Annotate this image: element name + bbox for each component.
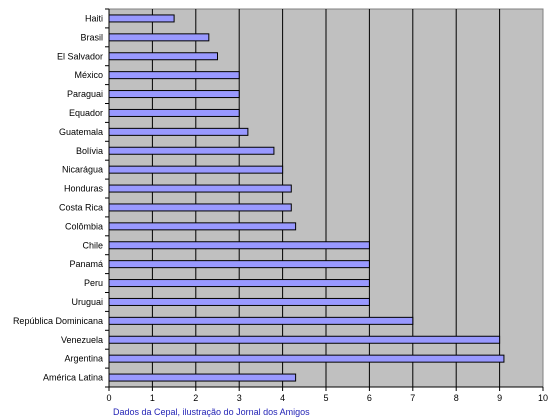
bar xyxy=(108,33,210,42)
x-tick-label: 10 xyxy=(538,393,548,403)
category-label: Haiti xyxy=(85,13,103,23)
bar xyxy=(108,297,370,306)
bar xyxy=(108,373,297,382)
bar xyxy=(108,279,370,288)
bar xyxy=(108,108,240,117)
bar xyxy=(108,316,414,325)
bar xyxy=(108,203,292,212)
bar xyxy=(108,184,292,193)
x-tick-label: 5 xyxy=(323,393,328,403)
bars xyxy=(108,14,505,382)
x-tick-label: 3 xyxy=(237,393,242,403)
bar xyxy=(108,335,501,344)
bar xyxy=(108,165,284,174)
category-label: México xyxy=(74,70,103,80)
category-label: Uruguai xyxy=(71,297,103,307)
category-label: Costa Rica xyxy=(59,202,103,212)
bar xyxy=(108,354,505,363)
source-note: Dados da Cepal, ilustração do Jornal dos… xyxy=(113,407,310,417)
bar xyxy=(108,146,275,155)
category-labels: Haiti Brasil El Salvador México Paraguai Equa… xyxy=(13,13,104,382)
category-label: Paraguai xyxy=(67,89,103,99)
bar xyxy=(108,71,240,80)
category-label: Peru xyxy=(84,278,103,288)
category-label: Panamá xyxy=(69,259,103,269)
x-tick-label: 9 xyxy=(497,393,502,403)
bar xyxy=(108,260,370,269)
category-label: Bolívia xyxy=(76,146,103,156)
bar xyxy=(108,90,240,99)
category-label: República Dominicana xyxy=(13,316,103,326)
category-label: Chile xyxy=(82,240,103,250)
x-tick-label: 1 xyxy=(150,393,155,403)
category-label: Honduras xyxy=(64,184,104,194)
bar xyxy=(108,241,370,250)
x-tick-label: 7 xyxy=(410,393,415,403)
category-label: Argentina xyxy=(64,354,103,364)
x-tick-label: 4 xyxy=(280,393,285,403)
x-tick-labels: 0 1 2 3 4 5 6 7 8 9 10 xyxy=(106,393,548,403)
x-tick-label: 8 xyxy=(454,393,459,403)
x-tick-label: 6 xyxy=(367,393,372,403)
x-tick-label: 2 xyxy=(193,393,198,403)
category-label: Brasil xyxy=(80,32,103,42)
bar xyxy=(108,127,249,136)
bar xyxy=(108,52,218,61)
category-label: Nicarágua xyxy=(62,165,103,175)
category-label: Equador xyxy=(69,108,103,118)
category-label: Colômbia xyxy=(65,221,103,231)
category-label: Guatemala xyxy=(59,127,103,137)
bar xyxy=(108,222,297,231)
bar xyxy=(108,14,175,23)
category-label: El Salvador xyxy=(57,51,103,61)
category-label: Venezuela xyxy=(61,335,103,345)
x-tick-label: 0 xyxy=(106,393,111,403)
category-label: América Latina xyxy=(43,373,103,383)
